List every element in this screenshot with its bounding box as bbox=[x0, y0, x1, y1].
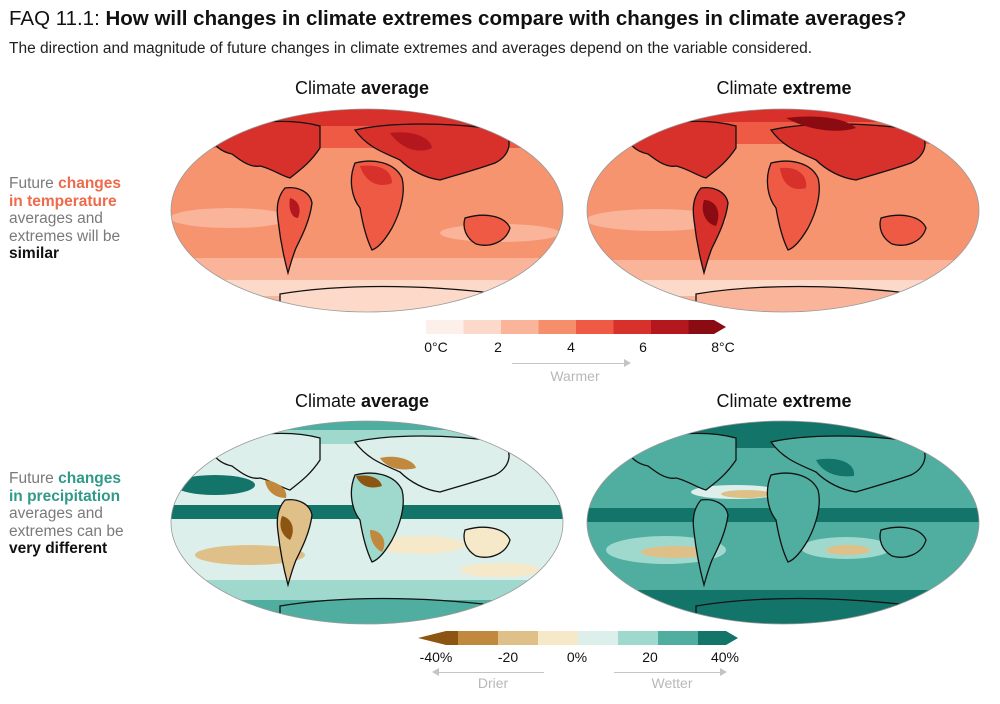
row-label-text: extremes can be bbox=[9, 522, 124, 540]
row-label-conclusion: very different bbox=[9, 540, 108, 557]
row-label-highlight: in temperature bbox=[9, 192, 117, 210]
colorbar-segment bbox=[578, 631, 619, 645]
column-header-extreme-precipitation: Climate extreme bbox=[716, 391, 851, 412]
drier-label: Drier bbox=[477, 675, 509, 691]
colorbar-segment bbox=[688, 320, 726, 334]
colorbar-segment bbox=[651, 320, 689, 334]
colorbar-segment bbox=[613, 320, 652, 334]
column-header-prefix: Climate bbox=[716, 78, 778, 98]
right-arrow-icon bbox=[624, 359, 631, 367]
faq-label: FAQ 11.1: bbox=[9, 7, 100, 30]
row-label-precipitation: Future changes in precipitation averages… bbox=[9, 470, 124, 558]
column-header-average-precipitation: Climate average bbox=[295, 391, 429, 412]
precipitation-tick: 20 bbox=[642, 649, 658, 665]
row-label-text: extremes will be bbox=[9, 227, 121, 245]
column-header-prefix: Climate bbox=[294, 391, 356, 411]
colorbar-segment bbox=[538, 631, 579, 645]
colorbar-segment bbox=[463, 320, 502, 334]
map-temperature-average bbox=[170, 108, 564, 313]
column-header-prefix: Climate bbox=[294, 78, 356, 98]
colorbar-segment bbox=[418, 631, 458, 645]
colorbar-segment bbox=[576, 320, 614, 334]
column-header-average-temperature: Climate average bbox=[295, 78, 429, 99]
wetter-arrow-line bbox=[614, 672, 720, 673]
column-header-emphasis: average bbox=[360, 391, 430, 411]
wetter-label: Wetter bbox=[651, 675, 693, 691]
page-title: FAQ 11.1: How will changes in climate ex… bbox=[9, 7, 906, 31]
precipitation-tick: -40% bbox=[419, 649, 453, 665]
drier-arrow-line bbox=[439, 672, 544, 673]
temperature-tick: 4 bbox=[567, 339, 575, 355]
row-label-conclusion: similar bbox=[9, 245, 59, 262]
row-label-text: averages and bbox=[9, 505, 103, 522]
colorbar-segment bbox=[501, 320, 539, 334]
colorbar-segment bbox=[698, 631, 738, 645]
row-label-highlight: changes bbox=[58, 175, 122, 192]
page-subtitle: The direction and magnitude of future ch… bbox=[9, 40, 813, 57]
precipitation-tick: -20 bbox=[497, 649, 519, 665]
column-header-emphasis: extreme bbox=[782, 391, 852, 411]
row-label-highlight: changes bbox=[58, 470, 122, 487]
colorbar-segment bbox=[458, 631, 499, 645]
temperature-colorbar bbox=[426, 320, 726, 334]
warmer-arrow-line bbox=[512, 363, 624, 364]
faq-question: How will changes in climate extremes com… bbox=[105, 7, 907, 30]
left-arrow-icon bbox=[432, 668, 439, 676]
colorbar-segment bbox=[498, 631, 539, 645]
precipitation-tick: 40% bbox=[710, 649, 740, 665]
map-precipitation-extreme bbox=[586, 420, 980, 625]
colorbar-segment bbox=[426, 320, 464, 334]
precipitation-tick: 0% bbox=[566, 649, 588, 665]
map-precipitation-average bbox=[170, 420, 564, 625]
row-label-text: Future bbox=[9, 470, 54, 487]
colorbar-segment bbox=[538, 320, 577, 334]
column-header-prefix: Climate bbox=[716, 391, 778, 411]
right-arrow-icon bbox=[720, 668, 727, 676]
row-label-text: Future bbox=[9, 175, 54, 192]
precipitation-colorbar bbox=[418, 631, 738, 645]
temperature-tick: 8°C bbox=[711, 339, 735, 355]
column-header-extreme-temperature: Climate extreme bbox=[716, 78, 851, 99]
temperature-tick: 0°C bbox=[424, 339, 448, 355]
colorbar-segment bbox=[618, 631, 659, 645]
row-label-text: averages and bbox=[9, 210, 103, 227]
colorbar-segment bbox=[658, 631, 699, 645]
row-label-temperature: Future changes in temperature averages a… bbox=[9, 175, 121, 263]
temperature-tick: 6 bbox=[639, 339, 647, 355]
map-temperature-extreme bbox=[586, 108, 980, 313]
row-label-highlight: in precipitation bbox=[9, 487, 121, 505]
temperature-tick: 2 bbox=[494, 339, 502, 355]
column-header-emphasis: average bbox=[360, 78, 430, 98]
warmer-label: Warmer bbox=[550, 368, 600, 384]
column-header-emphasis: extreme bbox=[782, 78, 852, 98]
